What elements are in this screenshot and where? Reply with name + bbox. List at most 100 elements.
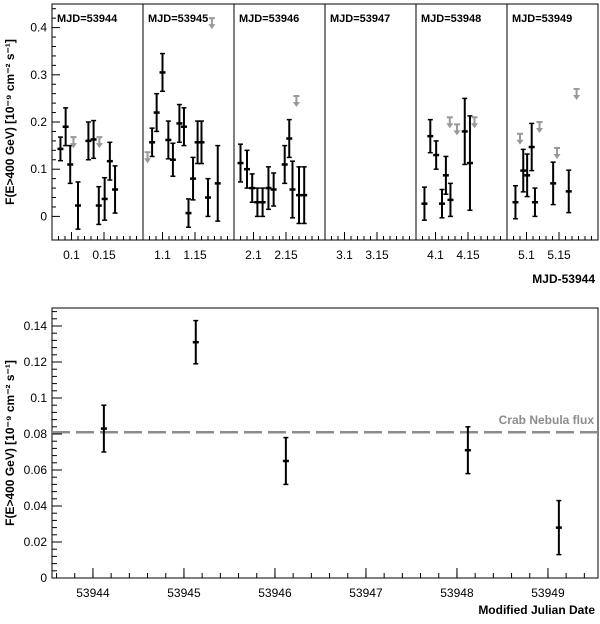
data-point [237,143,244,183]
data-point [67,144,74,185]
data-point [531,187,538,218]
x-tick-label: 3.1 [336,248,353,262]
data-point [421,186,428,221]
data-point [176,103,183,144]
data-point [57,136,64,162]
upper-limit-marker [536,121,543,133]
data-point [439,188,445,219]
bottom-y-axis-title: F(E>400 GeV) [10⁻⁹ cm⁻² s⁻¹] [3,360,17,526]
data-point [85,121,92,161]
upper-limit-marker [516,132,524,145]
nightly-flux-point [100,404,107,453]
data-point [550,161,557,206]
data-point [95,185,102,226]
upper-limit-arrow [453,130,461,136]
x-tick-label: 4.15 [456,248,480,262]
x-tick-label: 53944 [76,586,110,600]
y-tick-label: 0.14 [24,319,48,333]
y-tick-label: 0 [40,571,47,585]
nightly-flux-point [192,319,199,365]
x-tick-label: 3.15 [365,248,389,262]
upper-limit-marker [69,136,77,149]
data-point [90,119,97,160]
upper-limit-arrow [69,143,77,149]
data-point [159,52,166,93]
data-point [205,177,211,218]
upper-limit-arrow [208,24,216,30]
x-tick-label: 53947 [349,586,383,600]
data-point [433,140,440,170]
upper-limit-arrow [553,153,561,159]
data-point [301,166,308,225]
bottom-plot-frame [51,307,599,579]
panel-label: MJD=53948 [421,13,481,25]
data-point [565,169,572,214]
y-tick-label: 0.1 [30,391,47,405]
data-point [270,172,277,207]
y-tick-label: 0.4 [30,21,47,35]
x-tick-label: 4.1 [427,248,444,262]
crab-reference-label: Crab Nebula flux [499,413,595,427]
y-tick-label: 0.2 [30,115,47,129]
nightly-flux-point [555,499,562,556]
upper-limit-marker [95,136,103,149]
y-tick-label: 0.02 [24,535,48,549]
y-tick-label: 0.04 [24,499,48,513]
data-point [528,122,535,172]
data-point [286,118,293,159]
data-point [524,153,531,198]
upper-limit-marker [144,151,152,164]
upper-limit-marker [292,95,300,108]
upper-limit-arrow [573,94,581,100]
upper-limit-marker [453,123,461,136]
data-point [461,97,468,166]
panel-label: MJD=53949 [512,13,572,25]
x-tick-label: 2.1 [245,248,262,262]
upper-limit-arrow [144,158,152,164]
data-point [62,107,69,147]
data-point [265,166,272,211]
data-point [296,166,302,225]
x-tick-label: 53945 [167,586,201,600]
x-tick-label: 53946 [258,586,292,600]
y-tick-label: 0.3 [30,68,47,82]
x-tick-label: 53949 [531,586,565,600]
x-tick-label: 2.15 [274,248,298,262]
panel-label: MJD=53947 [330,13,390,25]
data-point [185,198,192,229]
upper-limit-arrow [516,139,524,145]
y-tick-label: 0.1 [30,162,47,176]
upper-limit-marker [471,116,478,129]
data-point [259,187,266,218]
upper-limit-arrow [536,128,543,133]
y-tick-label: 0.12 [24,355,48,369]
data-point [180,107,187,147]
data-point [249,173,256,203]
data-point [106,141,113,181]
data-point [190,156,197,201]
x-tick-label: 1.15 [183,248,207,262]
bottom-x-axis-title: Modified Julian Date [478,603,595,617]
nightly-flux-point [464,426,471,475]
data-point [442,155,449,195]
upper-limit-arrow [95,143,103,149]
x-tick-label: 0.1 [63,248,80,262]
data-point [512,184,519,220]
data-point [281,144,288,185]
data-point [254,187,261,218]
x-tick-label: 0.15 [92,248,116,262]
nightly-flux-point [282,436,289,486]
y-tick-label: 0.06 [24,463,48,477]
data-point [244,149,250,189]
upper-limit-arrow [446,123,454,129]
x-tick-label: 1.1 [154,248,171,262]
data-point [466,115,473,212]
data-point [447,182,454,218]
y-tick-label: 0 [40,209,47,223]
upper-limit-arrow [471,123,478,129]
data-point [165,120,172,160]
data-point [75,181,81,230]
panel-label: MJD=53945 [148,13,208,25]
